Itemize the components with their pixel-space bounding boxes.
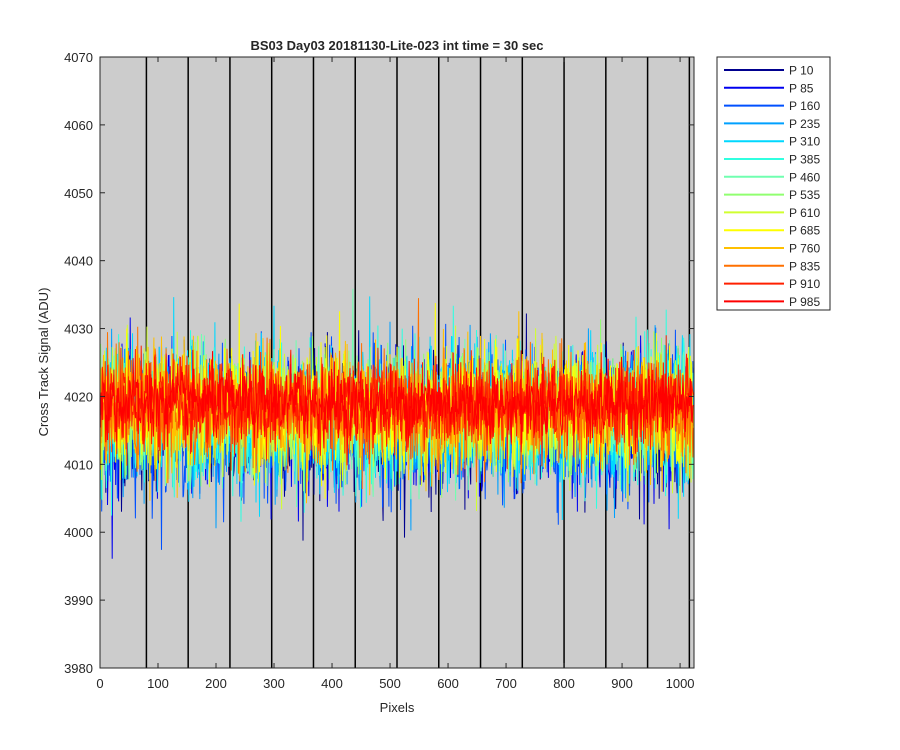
x-tick-label: 400	[321, 676, 343, 691]
y-tick-label: 4050	[64, 186, 93, 201]
legend-label: P 160	[789, 99, 820, 113]
legend-label: P 985	[789, 295, 820, 309]
y-tick-label: 4030	[64, 322, 93, 337]
series-line	[100, 349, 694, 467]
x-tick-label: 0	[96, 676, 103, 691]
y-axis: 3980 3990 4000 4010 4020 4030 4040 4050 4060 4070	[64, 50, 694, 676]
legend-label: P 610	[789, 206, 820, 220]
x-axis-label: Pixels	[380, 700, 415, 715]
y-tick-label: 3980	[64, 661, 93, 676]
legend-label: P 10	[789, 64, 814, 78]
x-axis: 0 100 200 300 400 500 600 700 800 900 1000	[96, 57, 695, 691]
legend-label: P 760	[789, 242, 820, 256]
y-tick-label: 3990	[64, 593, 93, 608]
legend: P 10 P 85 P 160 P 235 P 310 P 385 P 460 P 535 P …	[716, 56, 831, 311]
x-tick-label: 700	[495, 676, 517, 691]
x-tick-label: 500	[379, 676, 401, 691]
y-tick-label: 4060	[64, 118, 93, 133]
chart-title: BS03 Day03 20181130-Lite-023 int time = …	[250, 38, 543, 53]
x-tick-label: 200	[205, 676, 227, 691]
legend-label: P 535	[789, 188, 820, 202]
x-tick-label: 1000	[666, 676, 695, 691]
y-tick-label: 4040	[64, 254, 93, 269]
x-tick-label: 100	[147, 676, 169, 691]
series-layer	[100, 288, 694, 559]
legend-label: P 910	[789, 277, 820, 291]
legend-label: P 835	[789, 259, 820, 273]
y-tick-label: 4070	[64, 50, 93, 65]
y-tick-label: 4020	[64, 389, 93, 404]
legend-label: P 685	[789, 224, 820, 238]
legend-label: P 85	[789, 81, 814, 95]
legend-label: P 460	[789, 170, 820, 184]
legend-label: P 235	[789, 117, 820, 131]
y-axis-label: Cross Track Signal (ADU)	[36, 288, 51, 437]
x-tick-label: 900	[611, 676, 633, 691]
legend-box	[716, 56, 831, 311]
x-tick-label: 800	[553, 676, 575, 691]
legend-label: P 385	[789, 153, 820, 167]
legend-label: P 310	[789, 135, 820, 149]
x-tick-label: 600	[437, 676, 459, 691]
x-tick-label: 300	[263, 676, 285, 691]
plot-frame	[99, 56, 695, 669]
y-tick-label: 4010	[64, 457, 93, 472]
y-tick-label: 4000	[64, 525, 93, 540]
